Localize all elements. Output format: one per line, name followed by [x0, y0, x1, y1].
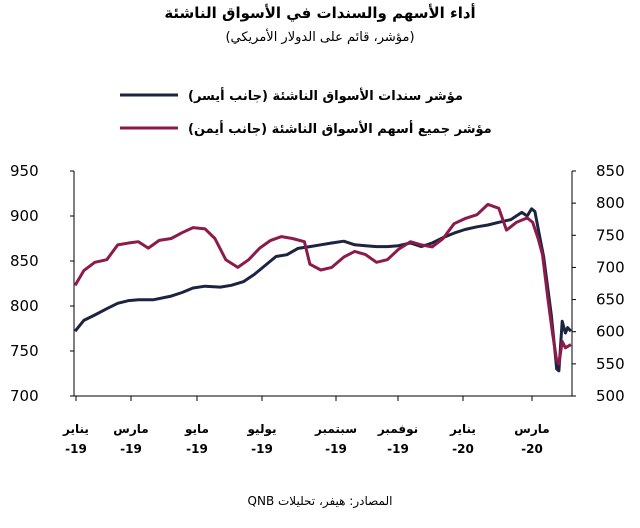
- series-line-bonds: [73, 207, 573, 373]
- x-tick-year: -19: [325, 442, 347, 456]
- x-tick-month: يناير: [62, 422, 89, 436]
- y-left-tick-label: 850: [10, 252, 39, 270]
- x-tick-year: -20: [521, 442, 543, 456]
- y-right-tick-label: 750: [596, 226, 625, 244]
- series-group: [73, 202, 573, 373]
- y-left-tick-label: 900: [10, 207, 39, 225]
- x-tick-month: مايو: [184, 422, 209, 437]
- x-tick-month: مارس: [113, 422, 148, 436]
- x-tick-month: يناير: [449, 422, 476, 436]
- series-line-equities: [73, 202, 572, 366]
- x-tick-month: يوليو: [247, 422, 277, 437]
- legend-label-bonds: مؤشر سندات الأسواق الناشئة (جانب أيسر): [188, 87, 463, 104]
- x-tick-year: -19: [120, 442, 142, 456]
- y-right-tick-label: 650: [596, 291, 625, 309]
- y-right-tick-label: 600: [596, 323, 625, 341]
- x-tick-month: سبتمبر: [314, 422, 357, 436]
- y-left-tick-label: 800: [10, 297, 39, 315]
- chart-subtitle: (مؤشر، قائم على الدولار الأمريكي): [225, 30, 415, 45]
- x-tick-month: نوفمبر: [377, 422, 418, 437]
- x-tick-year: -20: [452, 442, 474, 456]
- y-left-tick-label: 700: [10, 387, 39, 405]
- x-tick-year: -19: [251, 442, 273, 456]
- y-right-tick-label: 550: [596, 355, 625, 373]
- x-tick-year: -19: [65, 442, 87, 456]
- axes: 950 900 850 800 750 700 850 800 750 700 650 600 550 5…: [10, 162, 625, 456]
- y-left-tick-label: 750: [10, 342, 39, 360]
- legend-label-equities: مؤشر جميع أسهم الأسواق الناشئة (جانب أيم…: [188, 120, 492, 137]
- y-right-tick-label: 850: [596, 162, 625, 180]
- y-right-tick-label: 700: [596, 258, 625, 276]
- x-tick-month: مارس: [514, 422, 549, 436]
- x-tick-year: -19: [186, 442, 208, 456]
- legend: مؤشر سندات الأسواق الناشئة (جانب أيسر) م…: [120, 87, 492, 137]
- chart-title: أداء الأسهم والسندات في الأسواق الناشئة: [164, 4, 476, 22]
- y-right-tick-label: 500: [596, 387, 625, 405]
- y-left-tick-label: 950: [10, 162, 39, 180]
- x-tick-year: -19: [387, 442, 409, 456]
- source-note: المصادر: هيفر، تحليلات QNB: [247, 494, 393, 508]
- y-right-tick-label: 800: [596, 194, 625, 212]
